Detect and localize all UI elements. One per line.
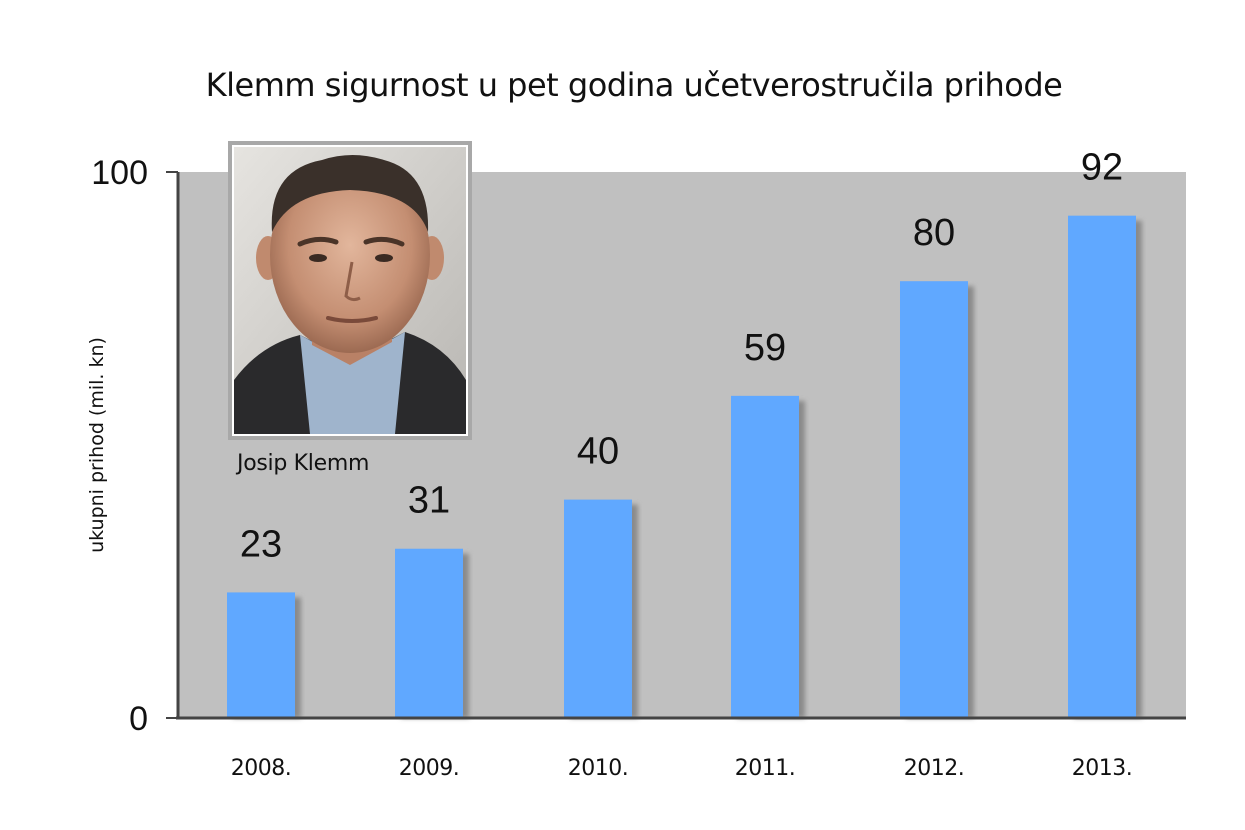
- bar-2013: [1068, 215, 1136, 718]
- x-tick-label-2011: 2011.: [735, 756, 795, 781]
- bars-layer: [227, 215, 1142, 718]
- data-label-2013: 92: [1081, 147, 1123, 189]
- labels-layer: 23 2008. 31 2009. 40 2010. 59 2011. 80 2012. 92 201…: [231, 147, 1133, 781]
- photo-hair: [271, 155, 429, 232]
- y-tick-label-min: 0: [129, 700, 148, 738]
- photo-face: [270, 157, 430, 353]
- data-label-2011: 59: [744, 327, 786, 369]
- photo-shirt: [300, 332, 405, 434]
- bar-2011: [731, 395, 799, 718]
- x-tick-label-2013: 2013.: [1072, 756, 1132, 781]
- data-label-2008: 23: [240, 523, 282, 565]
- x-tick-label-2008: 2008.: [231, 756, 291, 781]
- data-label-2012: 80: [913, 212, 955, 254]
- y-tick-label-max: 100: [91, 154, 148, 192]
- chart-title: Klemm sigurnost u pet godina učetverostr…: [206, 66, 1063, 104]
- y-axis-label: ukupni prihod (mil. kn): [86, 337, 108, 553]
- x-tick-label-2009: 2009.: [399, 756, 459, 781]
- portrait-photo: Josip Klemm: [228, 141, 472, 476]
- bar-2012: [900, 281, 968, 718]
- data-label-2010: 40: [577, 431, 619, 473]
- bar-2010: [564, 499, 632, 718]
- x-tick-label-2012: 2012.: [904, 756, 964, 781]
- data-label-2009: 31: [408, 480, 450, 522]
- photo-eye-left: [309, 254, 327, 262]
- photo-mouth: [326, 316, 378, 323]
- x-tick-label-2010: 2010.: [568, 756, 628, 781]
- photo-eye-right: [375, 254, 393, 262]
- bar-2009: [395, 548, 463, 718]
- photo-caption: Josip Klemm: [235, 451, 369, 476]
- photo-nose: [344, 261, 361, 302]
- bar-2008: [227, 592, 295, 718]
- photo-eyebrows: [297, 236, 405, 247]
